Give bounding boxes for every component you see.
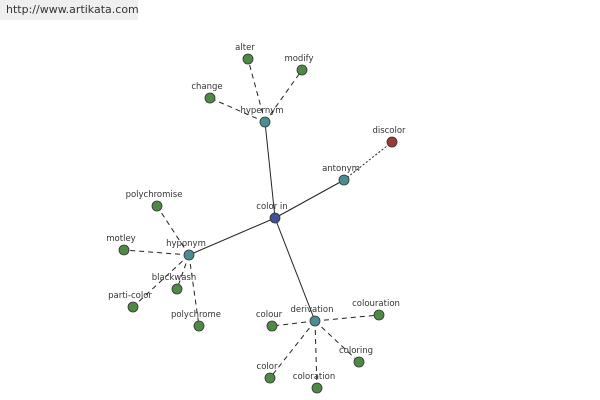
edge [314,320,360,363]
node-label[interactable]: motley [106,234,135,244]
node[interactable] [296,64,308,76]
node-label[interactable]: color [257,362,278,372]
edge [314,320,318,389]
node[interactable] [353,356,365,368]
node[interactable] [338,174,350,186]
node[interactable] [373,309,385,321]
node-label[interactable]: parti-color [108,291,152,301]
node[interactable] [118,244,130,256]
edge [264,69,303,123]
node[interactable] [259,116,271,128]
edge [314,314,380,322]
edge [343,141,393,181]
node-label[interactable]: polychrome [171,310,221,320]
node-label[interactable]: hyponym [166,239,206,249]
node-label[interactable]: coloring [339,346,373,356]
node-label[interactable]: modify [284,54,313,64]
node-label[interactable]: colour [256,310,283,320]
node[interactable] [204,92,216,104]
edge [274,217,316,322]
node-label[interactable]: derivation [290,305,333,315]
node-label[interactable]: discolor [372,126,406,136]
node-label[interactable]: coloration [293,372,335,382]
node[interactable] [264,372,276,384]
node-label[interactable]: blackwash [152,273,197,283]
edge [188,217,276,256]
edge [123,249,190,256]
edge [176,254,190,290]
edge [264,121,276,219]
node[interactable] [183,249,195,261]
node[interactable] [311,382,323,394]
node[interactable] [193,320,205,332]
node[interactable] [269,212,281,224]
edge [209,97,266,123]
edge [271,320,316,327]
node-label[interactable]: color in [256,202,287,212]
edge [156,205,190,256]
node[interactable] [266,320,278,332]
node[interactable] [386,136,398,148]
edge [269,320,316,379]
node-label[interactable]: change [191,82,222,92]
node[interactable] [151,200,163,212]
node[interactable] [171,283,183,295]
node-label[interactable]: polychromise [126,190,183,200]
node[interactable] [242,53,254,65]
node[interactable] [309,315,321,327]
node-label[interactable]: alter [235,43,255,53]
edge [188,254,200,327]
site-url[interactable]: http://www.artikata.com [0,0,139,20]
edge [132,254,190,308]
node-label[interactable]: antonym [322,164,360,174]
node[interactable] [127,301,139,313]
edge [274,179,345,219]
node-label[interactable]: colouration [352,299,400,309]
edge [247,58,266,123]
node-label[interactable]: hypernym [240,106,283,116]
